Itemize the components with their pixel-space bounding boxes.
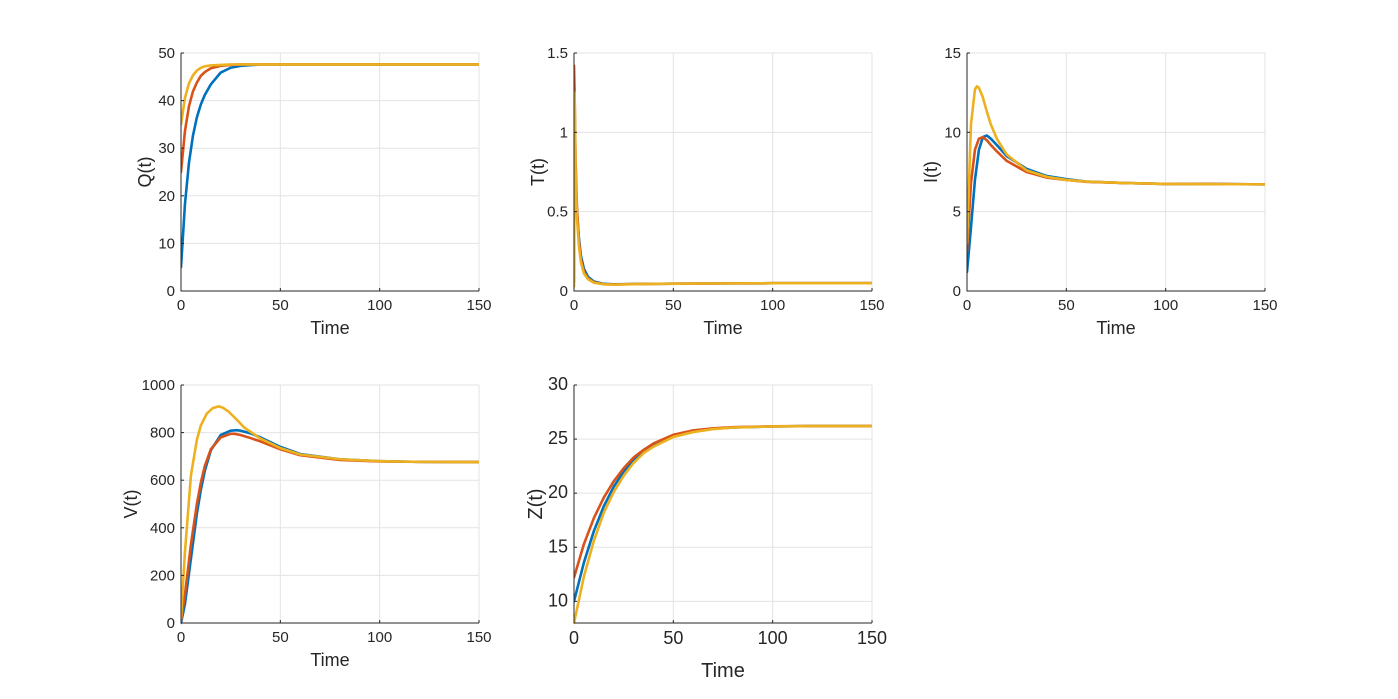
y-tick-label: 200 — [150, 567, 175, 584]
x-tick-label: 50 — [272, 297, 289, 314]
y-tick-label: 600 — [150, 472, 175, 489]
y-tick-label: 1.5 — [547, 45, 568, 62]
x-tick-label: 0 — [963, 297, 971, 314]
subplot-1: 0 50 100 150 0 10 20 30 40 50 Time Q(t) — [135, 45, 492, 338]
series-line-3 — [574, 91, 872, 288]
series-line-3 — [574, 424, 872, 625]
x-axis-label: Time — [310, 650, 349, 670]
x-tick-label: 100 — [758, 628, 788, 648]
x-tick-label: 0 — [569, 628, 579, 648]
y-tick-label: 1000 — [142, 377, 175, 394]
x-tick-label: 100 — [367, 629, 392, 646]
y-tick-label: 15 — [548, 536, 568, 556]
y-tick-label: 5 — [953, 204, 961, 221]
subplot-2: 0 50 100 150 0 0.5 1 1.5 Time T(t) — [528, 45, 885, 338]
x-tick-label: 150 — [1252, 297, 1277, 314]
plot-area — [967, 53, 1265, 291]
x-axis-label: Time — [1096, 318, 1135, 338]
plot-area — [181, 385, 479, 623]
x-tick-label: 100 — [367, 297, 392, 314]
plot-area — [181, 53, 479, 291]
y-tick-label: 0.5 — [547, 204, 568, 221]
x-tick-label: 0 — [570, 297, 578, 314]
x-tick-label: 150 — [859, 297, 884, 314]
x-tick-label: 0 — [177, 297, 185, 314]
y-axis-label: Q(t) — [135, 157, 155, 188]
y-tick-label: 0 — [560, 283, 568, 300]
y-tick-label: 10 — [158, 235, 175, 252]
y-tick-label: 25 — [548, 428, 568, 448]
x-axis-label: Time — [703, 318, 742, 338]
x-tick-label: 50 — [1058, 297, 1075, 314]
x-tick-label: 100 — [760, 297, 785, 314]
y-tick-label: 30 — [158, 140, 175, 157]
x-tick-label: 50 — [665, 297, 682, 314]
subplot-3: 0 50 100 150 0 5 10 15 Time I(t) — [921, 45, 1278, 338]
y-tick-label: 30 — [548, 374, 568, 394]
x-tick-label: 100 — [1153, 297, 1178, 314]
plot-area — [574, 53, 872, 291]
x-tick-label: 150 — [466, 629, 491, 646]
x-axis-label: Time — [701, 660, 745, 682]
y-tick-label: 20 — [548, 482, 568, 502]
y-tick-label: 800 — [150, 425, 175, 442]
y-axis-label: I(t) — [921, 161, 941, 183]
x-tick-label: 50 — [272, 629, 289, 646]
y-tick-label: 40 — [158, 93, 175, 110]
x-tick-label: 150 — [857, 628, 887, 648]
y-tick-label: 400 — [150, 520, 175, 537]
y-tick-label: 1 — [560, 124, 568, 141]
y-tick-label: 20 — [158, 188, 175, 205]
series-line-3 — [967, 85, 1265, 245]
y-axis-label: V(t) — [121, 490, 141, 519]
series-line-3 — [181, 405, 479, 620]
x-axis-label: Time — [310, 318, 349, 338]
x-tick-label: 50 — [663, 628, 683, 648]
y-tick-label: 0 — [167, 615, 175, 632]
y-tick-label: 15 — [944, 45, 961, 62]
plot-area — [574, 385, 872, 623]
subplot-4: 0 50 100 150 0 200 400 600 800 1000 Time V(t) — [121, 377, 492, 670]
y-tick-label: 10 — [944, 124, 961, 141]
y-tick-label: 10 — [548, 590, 568, 610]
y-axis-label: T(t) — [528, 158, 548, 186]
y-tick-label: 50 — [158, 45, 175, 62]
series-line-3 — [181, 63, 479, 126]
y-tick-label: 0 — [953, 283, 961, 300]
y-tick-label: 0 — [167, 283, 175, 300]
y-axis-label: Z(t) — [525, 488, 547, 519]
subplot-5: 0 50 100 150 10 15 20 25 30 Time Z(t) — [525, 374, 887, 682]
x-tick-label: 0 — [177, 629, 185, 646]
x-tick-label: 150 — [466, 297, 491, 314]
